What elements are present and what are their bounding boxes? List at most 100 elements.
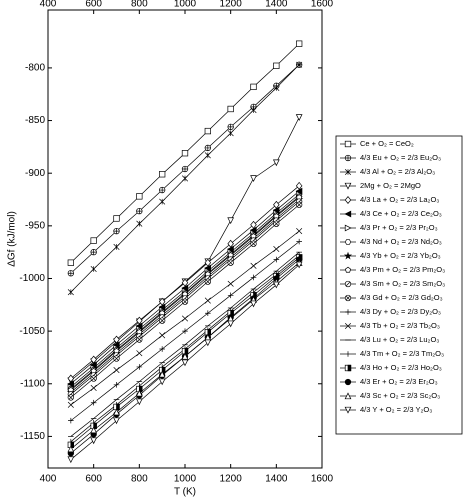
marker [295, 181, 303, 190]
marker [273, 220, 280, 227]
marker [227, 292, 234, 299]
marker [344, 322, 352, 330]
marker [227, 130, 234, 137]
marker [158, 297, 166, 306]
x-tick-label: 1400 [265, 474, 288, 485]
y-tick-label: -850 [25, 115, 45, 126]
marker [204, 144, 211, 152]
legend-label: 4/3 Ce + O₂ = 2/3 Ce₂O₃ [360, 209, 442, 218]
y-tick-label: -1150 [20, 431, 45, 442]
marker [90, 437, 98, 445]
y-tick-label: -900 [25, 168, 45, 179]
y-tick-label: -950 [25, 220, 45, 231]
marker [344, 168, 352, 176]
marker [181, 315, 189, 322]
marker [113, 382, 120, 388]
x-tick-label-top: 800 [131, 0, 148, 10]
marker [204, 278, 211, 285]
marker [159, 317, 166, 324]
legend-label: 4/3 Tb + O₂ = 2/3 Tb₂O₃ [360, 321, 440, 330]
x-tick-label: 400 [40, 474, 57, 485]
marker [272, 281, 280, 289]
legend-label: 4/3 Ho + O₂ = 2/3 Ho₂O₃ [360, 363, 442, 372]
marker [136, 193, 143, 200]
marker [113, 367, 120, 374]
marker [250, 300, 257, 308]
marker [344, 406, 352, 414]
legend-label: 4/3 Sc + O₂ = 2/3 Sc₂O₃ [360, 391, 440, 400]
marker [67, 394, 74, 401]
legend-label: 4/3 Dy + O₂ = 2/3 Dy₂O₃ [360, 307, 441, 316]
marker [90, 375, 97, 382]
y-tick-label: -1100 [20, 378, 45, 389]
marker [158, 370, 166, 378]
marker [204, 258, 212, 267]
legend-label: Ce + O₂ = CeO₂ [360, 139, 414, 148]
marker [296, 201, 303, 208]
x-tick-label-top: 600 [85, 0, 102, 10]
series-line [70, 117, 300, 381]
marker [344, 294, 352, 302]
x-tick-label-top: 1600 [311, 0, 334, 10]
legend-label: 4/3 Tm + O₂ = 2/3 Tm₂O₃ [360, 349, 444, 358]
x-tick-label-top: 1000 [174, 0, 197, 10]
legend-label: 4/3 Gd + O₂ = 2/3 Gd₂O₃ [360, 293, 443, 302]
marker [181, 359, 189, 367]
marker [344, 140, 352, 148]
plot-frame [47, 9, 323, 469]
marker [273, 62, 280, 69]
marker [90, 399, 97, 406]
marker [113, 227, 120, 235]
marker [90, 265, 97, 273]
marker [344, 224, 352, 232]
marker [295, 114, 303, 121]
marker [113, 408, 120, 416]
marker [344, 378, 352, 386]
marker [344, 210, 352, 218]
marker [344, 364, 352, 372]
legend-frame [335, 135, 463, 435]
marker [181, 175, 189, 182]
marker [159, 332, 166, 339]
marker [90, 426, 98, 434]
marker [113, 215, 120, 222]
marker [250, 83, 257, 91]
marker [90, 384, 97, 392]
marker [90, 355, 97, 364]
x-tick-label-top: 1200 [220, 0, 243, 10]
marker [227, 259, 234, 266]
marker [344, 280, 352, 288]
marker [344, 154, 352, 162]
legend-label: 4/3 Lu + O₂ = 2/3 Lu₂O₃ [360, 335, 439, 344]
marker [250, 274, 257, 281]
marker [344, 392, 352, 400]
x-tick-label: 1000 [174, 474, 197, 485]
marker [344, 266, 352, 273]
marker [227, 320, 235, 328]
marker [159, 186, 166, 194]
marker [113, 355, 120, 362]
marker [273, 84, 280, 91]
marker [204, 127, 211, 135]
marker [296, 228, 303, 235]
marker [159, 346, 165, 352]
marker [68, 417, 74, 424]
marker [273, 200, 280, 209]
marker [204, 339, 212, 347]
marker [136, 220, 143, 227]
marker [181, 278, 189, 287]
marker [273, 245, 280, 253]
marker [273, 256, 280, 263]
legend-label: 4/3 Yb + O₂ = 2/3 Yb₂O₃ [360, 251, 441, 260]
x-tick-label: 800 [131, 474, 148, 485]
marker [181, 298, 189, 305]
legend-label: 4/3 Y + O₂ = 2/3 Y₂O₃ [360, 405, 432, 414]
marker [90, 237, 97, 244]
marker [135, 389, 143, 397]
x-tick-label-top: 400 [40, 0, 57, 10]
marker [227, 239, 234, 248]
marker [90, 249, 97, 256]
marker [159, 171, 166, 178]
x-axis-label: T (K) [174, 487, 196, 498]
marker [67, 259, 74, 266]
